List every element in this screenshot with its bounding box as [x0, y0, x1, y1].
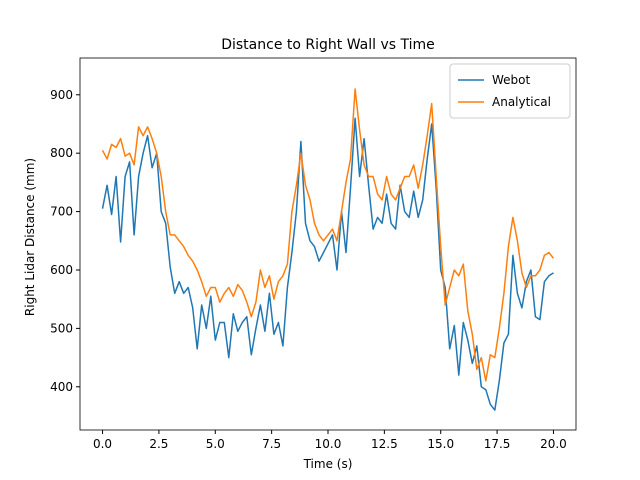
x-tick-label: 12.5 — [371, 437, 398, 451]
y-axis-label: Right Lidar Distance (mm) — [23, 158, 37, 316]
line-series — [101, 117, 554, 411]
x-axis-label: Time (s) — [303, 457, 353, 471]
legend-box — [449, 63, 571, 119]
chart-title: Distance to Right Wall vs Time — [221, 37, 435, 53]
y-tick-label: 900 — [50, 88, 73, 102]
x-tick-label: 2.5 — [149, 437, 168, 451]
legend-label: Analytical — [492, 95, 551, 109]
y-tick-label: 600 — [50, 263, 73, 277]
x-tick-label: 0.0 — [93, 437, 112, 451]
x-tick-label: 10.0 — [315, 437, 342, 451]
x-tick-label: 7.5 — [262, 437, 281, 451]
y-tick-label: 800 — [50, 146, 73, 160]
y-tick-label: 400 — [50, 380, 73, 394]
x-tick-label: 5.0 — [206, 437, 225, 451]
x-tick-label: 15.0 — [427, 437, 454, 451]
legend-label: Webot — [492, 73, 531, 87]
y-tick-label: 500 — [50, 321, 73, 335]
x-tick-label: 20.0 — [540, 437, 567, 451]
line-series — [101, 88, 555, 382]
x-tick-label: 17.5 — [484, 437, 511, 451]
plot-frame — [79, 57, 577, 431]
y-tick-label: 700 — [50, 205, 73, 219]
